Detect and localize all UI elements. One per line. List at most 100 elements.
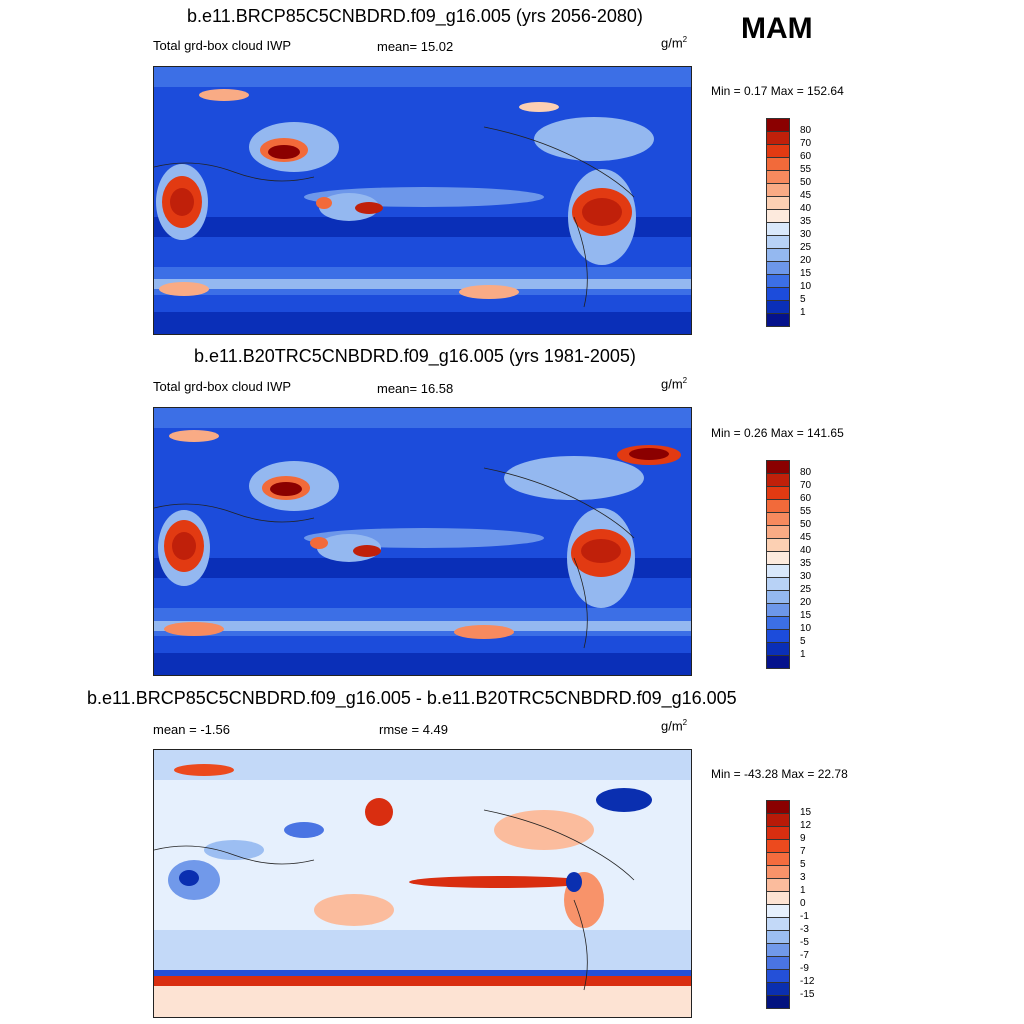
- panel-2-colorbar-swatch: [766, 577, 790, 591]
- panel-2-colorbar-tick: 30: [800, 571, 812, 582]
- panel-2-colorbar-tick: 20: [800, 597, 812, 608]
- panel-3-colorbar-swatch: [766, 826, 790, 840]
- panel-1-colorbar-swatch: [766, 235, 790, 249]
- panel-2-variable-label: Total grd-box cloud IWP: [153, 379, 292, 394]
- panel-1-variable-label: Total grd-box cloud IWP: [153, 38, 292, 53]
- panel-2-title: b.e11.B20TRC5CNBDRD.f09_g16.005 (yrs 198…: [194, 346, 636, 366]
- panel-3-map-field: [154, 750, 691, 1017]
- panel-1-colorbar-swatch: [766, 222, 790, 236]
- panel-2-colorbar-tick: 50: [800, 519, 812, 530]
- panel-3-colorbar-tick: 12: [800, 820, 812, 831]
- panel-3-colorbar-swatch: [766, 995, 790, 1009]
- panel-2-colorbar-swatch: [766, 538, 790, 552]
- panel-1-colorbar-tick: 20: [800, 255, 812, 266]
- panel-3-colorbar-swatch: [766, 891, 790, 905]
- panel-3-colorbar-tick: 5: [800, 859, 806, 870]
- panel-2-unit-label: g/m2: [661, 376, 688, 392]
- panel-2-colorbar-swatch: [766, 512, 790, 526]
- panel-1-colorbar-swatch: [766, 118, 790, 132]
- panel-3-colorbar-tick: 0: [800, 898, 806, 909]
- panel-3-colorbar-swatch: [766, 813, 790, 827]
- panel-3-colorbar-swatch: [766, 904, 790, 918]
- panel-3-map: [153, 749, 692, 1018]
- panel-3-colorbar-tick: 15: [800, 807, 812, 818]
- panel-2-colorbar-tick: 70: [800, 480, 812, 491]
- panel-3-colorbar-swatch: [766, 878, 790, 892]
- panel-2-colorbar-swatch: [766, 525, 790, 539]
- panel-2-colorbar-swatch: [766, 642, 790, 656]
- panel-1-mean-label: mean= 15.02: [377, 39, 454, 54]
- panel-1-colorbar-tick: 1: [800, 307, 806, 318]
- panel-3-colorbar-tick: -5: [800, 937, 809, 948]
- panel-1-colorbar-tick: 50: [800, 177, 812, 188]
- panel-3-minmax-label: Min = -43.28 Max = 22.78: [711, 767, 848, 781]
- panel-1-colorbar-swatch: [766, 300, 790, 314]
- panel-3-colorbar-swatch: [766, 982, 790, 996]
- panel-1-colorbar-tick: 5: [800, 294, 806, 305]
- panel-3-colorbar: 15 12 9 7 5 3 1 0 -1 -3 -5 -7 -9 -12 -15: [766, 800, 856, 1010]
- panel-2-colorbar-swatch: [766, 590, 790, 604]
- panel-2-colorbar-swatch: [766, 629, 790, 643]
- panel-2-colorbar-tick: 35: [800, 558, 812, 569]
- panel-1-map: [153, 66, 692, 335]
- panel-1-map-field: [154, 67, 691, 334]
- panel-2-colorbar-swatch: [766, 460, 790, 474]
- panel-2-colorbar-tick: 25: [800, 584, 812, 595]
- panel-1-colorbar-tick: 30: [800, 229, 812, 240]
- panel-3-colorbar-tick: -12: [800, 976, 815, 987]
- panel-2-mean-label: mean= 16.58: [377, 381, 454, 396]
- panel-1-colorbar-tick: 60: [800, 151, 812, 162]
- panel-1-unit-label: g/m2: [661, 35, 688, 51]
- panel-2-colorbar-tick: 40: [800, 545, 812, 556]
- panel-1-colorbar-tick: 70: [800, 138, 812, 149]
- panel-2-colorbar-swatch: [766, 655, 790, 669]
- panel-1-colorbar-tick: 35: [800, 216, 812, 227]
- panel-1-colorbar-swatch: [766, 131, 790, 145]
- panel-1-colorbar-tick: 25: [800, 242, 812, 253]
- panel-2-colorbar-swatch: [766, 473, 790, 487]
- panel-2-minmax-label: Min = 0.26 Max = 141.65: [711, 426, 844, 440]
- panel-1-colorbar-swatch: [766, 313, 790, 327]
- panel-1-minmax-label: Min = 0.17 Max = 152.64: [711, 84, 844, 98]
- panel-3-colorbar-swatch: [766, 930, 790, 944]
- panel-2-colorbar-tick: 55: [800, 506, 812, 517]
- panel-2-colorbar-tick: 5: [800, 636, 806, 647]
- panel-2-colorbar-swatch: [766, 486, 790, 500]
- panel-3-colorbar-swatch: [766, 969, 790, 983]
- panel-2-colorbar-swatch: [766, 551, 790, 565]
- panel-1-colorbar-tick: 45: [800, 190, 812, 201]
- panel-3-colorbar-swatch: [766, 865, 790, 879]
- panel-1-colorbar: 80 70 60 55 50 45 40 35 30 25 20 15 10 5…: [766, 118, 856, 328]
- panel-1-colorbar-tick: 10: [800, 281, 812, 292]
- panel-3-colorbar-tick: 1: [800, 885, 806, 896]
- panel-1-colorbar-swatch: [766, 261, 790, 275]
- panel-1-colorbar-tick: 80: [800, 125, 812, 136]
- panel-3-colorbar-swatch: [766, 852, 790, 866]
- panel-2-colorbar-swatch: [766, 499, 790, 513]
- panel-2-colorbar-tick: 60: [800, 493, 812, 504]
- panel-1-colorbar-swatch: [766, 287, 790, 301]
- panel-2-colorbar-tick: 15: [800, 610, 812, 621]
- panel-3-mean-label: mean = -1.56: [153, 722, 230, 737]
- panel-1-colorbar-swatch: [766, 157, 790, 171]
- panel-1-colorbar-swatch: [766, 248, 790, 262]
- panel-2-colorbar-swatch: [766, 564, 790, 578]
- panel-3-colorbar-tick: -15: [800, 989, 815, 1000]
- panel-3-colorbar-swatch: [766, 943, 790, 957]
- panel-1-colorbar-tick: 40: [800, 203, 812, 214]
- panel-1-colorbar-swatch: [766, 274, 790, 288]
- panel-2-colorbar-swatch: [766, 603, 790, 617]
- panel-3-colorbar-tick: -7: [800, 950, 809, 961]
- panel-2-colorbar-tick: 45: [800, 532, 812, 543]
- panel-3-colorbar-tick: -9: [800, 963, 809, 974]
- panel-3-unit-label: g/m2: [661, 718, 688, 734]
- panel-3-colorbar-tick: 9: [800, 833, 806, 844]
- panel-3-colorbar-swatch: [766, 800, 790, 814]
- panel-2-map: [153, 407, 692, 676]
- panel-3-colorbar-swatch: [766, 839, 790, 853]
- panel-2-map-field: [154, 408, 691, 675]
- panel-3-colorbar-tick: 7: [800, 846, 806, 857]
- panel-1-colorbar-swatch: [766, 209, 790, 223]
- panel-3-colorbar-tick: -1: [800, 911, 809, 922]
- panel-1-title: b.e11.BRCP85C5CNBDRD.f09_g16.005 (yrs 20…: [187, 6, 643, 26]
